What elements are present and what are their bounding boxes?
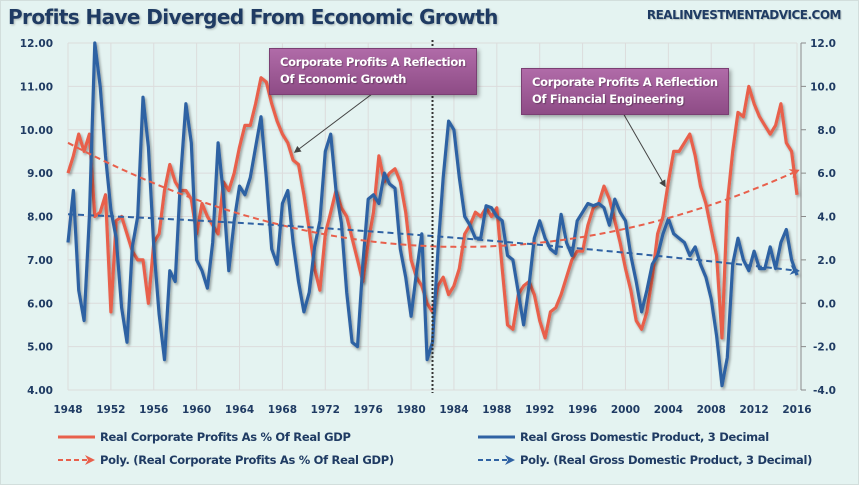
y-tick-left: 6.00 xyxy=(27,298,53,310)
legend-label: Poly. (Real Gross Domestic Product, 3 De… xyxy=(520,453,813,467)
x-tick: 1960 xyxy=(182,404,211,416)
x-tick: 1968 xyxy=(268,404,297,416)
y-tick-right: 12.0 xyxy=(810,38,836,50)
annotation-line1: Corporate Profits A Reflection xyxy=(532,75,718,89)
legend-label: Poly. (Real Corporate Profits As % Of Re… xyxy=(100,453,394,467)
y-tick-right: 8.0 xyxy=(817,125,836,137)
y-tick-right: 10.0 xyxy=(810,81,836,93)
y-tick-left: 5.00 xyxy=(27,342,53,354)
y-tick-left: 7.00 xyxy=(27,255,53,267)
x-tick: 2004 xyxy=(654,404,683,416)
legend-swatch-solid-blue xyxy=(478,435,515,439)
annotation-economic-growth: Corporate Profits A Reflection Of Econom… xyxy=(269,48,477,95)
x-tick: 2012 xyxy=(740,404,769,416)
y-tick-left: 12.00 xyxy=(20,38,53,50)
y-tick-right: 0.0 xyxy=(817,298,836,310)
x-tick: 1964 xyxy=(225,404,254,416)
annotation-line2: Of Financial Engineering xyxy=(532,92,685,106)
legend-item-gdp[interactable]: Real Gross Domestic Product, 3 Decimal xyxy=(477,430,769,444)
x-tick: 1976 xyxy=(354,404,383,416)
y-axis-left-ticks: 12.00 11.00 10.00 9.00 8.00 7.00 6.00 5.00 4.00 xyxy=(20,38,53,397)
y-tick-left: 11.00 xyxy=(20,81,53,93)
legend-swatch-solid-red xyxy=(58,435,95,439)
y-tick-right: 2.0 xyxy=(817,255,836,267)
x-tick: 1948 xyxy=(53,404,82,416)
y-tick-left: 10.00 xyxy=(20,125,53,137)
annotation-arrow-financial-engineering xyxy=(622,112,666,188)
y-tick-left: 4.00 xyxy=(27,385,53,397)
legend-item-gdp-trend[interactable]: Poly. (Real Gross Domestic Product, 3 De… xyxy=(477,453,812,467)
y-tick-right: 4.0 xyxy=(817,212,836,224)
x-tick: 2000 xyxy=(611,404,640,416)
legend-label: Real Gross Domestic Product, 3 Decimal xyxy=(520,430,769,444)
chart-title: Profits Have Diverged From Economic Grow… xyxy=(8,5,498,29)
series-line-gdp xyxy=(66,41,799,388)
x-tick: 1992 xyxy=(525,404,554,416)
y-tick-right: -4.0 xyxy=(813,385,836,397)
y-axis-right-ticks: 12.0 10.0 8.0 6.0 4.0 2.0 0.0 -2.0 -4.0 xyxy=(810,38,836,397)
x-axis-ticks: 1948 1952 1956 1960 1964 1968 1972 1976 1980 1984… xyxy=(53,404,811,416)
annotation-arrows xyxy=(293,93,666,188)
x-tick: 1984 xyxy=(439,404,468,416)
annotation-line2: Of Economic Growth xyxy=(280,72,407,86)
legend-swatch-dashed-red-arrow xyxy=(58,455,95,465)
x-tick: 1972 xyxy=(311,404,340,416)
y-tick-right: -2.0 xyxy=(813,342,836,354)
legend-label: Real Corporate Profits As % Of Real GDP xyxy=(100,430,351,444)
axes xyxy=(800,42,806,391)
legend-item-profits[interactable]: Real Corporate Profits As % Of Real GDP xyxy=(57,430,351,444)
annotation-arrow-economic-growth xyxy=(293,93,373,153)
x-tick: 1980 xyxy=(396,404,425,416)
annotation-financial-engineering: Corporate Profits A Reflection Of Financ… xyxy=(521,68,729,115)
x-tick: 2008 xyxy=(697,404,726,416)
series-layer xyxy=(66,40,800,393)
legend-swatch-dashed-blue-arrow xyxy=(478,455,515,465)
annotation-line1: Corporate Profits A Reflection xyxy=(280,55,466,69)
brand-label: REALINVESTMENTADVICE.COM xyxy=(646,8,842,22)
x-tick: 1996 xyxy=(568,404,597,416)
y-tick-right: 6.0 xyxy=(817,168,836,180)
x-tick: 1952 xyxy=(96,404,125,416)
y-tick-left: 8.00 xyxy=(27,212,53,224)
x-tick: 2016 xyxy=(782,404,811,416)
x-tick: 1988 xyxy=(482,404,511,416)
x-tick: 1956 xyxy=(139,404,168,416)
trendline-profits xyxy=(67,141,800,248)
legend-item-profits-trend[interactable]: Poly. (Real Corporate Profits As % Of Re… xyxy=(57,453,394,467)
y-tick-left: 9.00 xyxy=(27,168,53,180)
